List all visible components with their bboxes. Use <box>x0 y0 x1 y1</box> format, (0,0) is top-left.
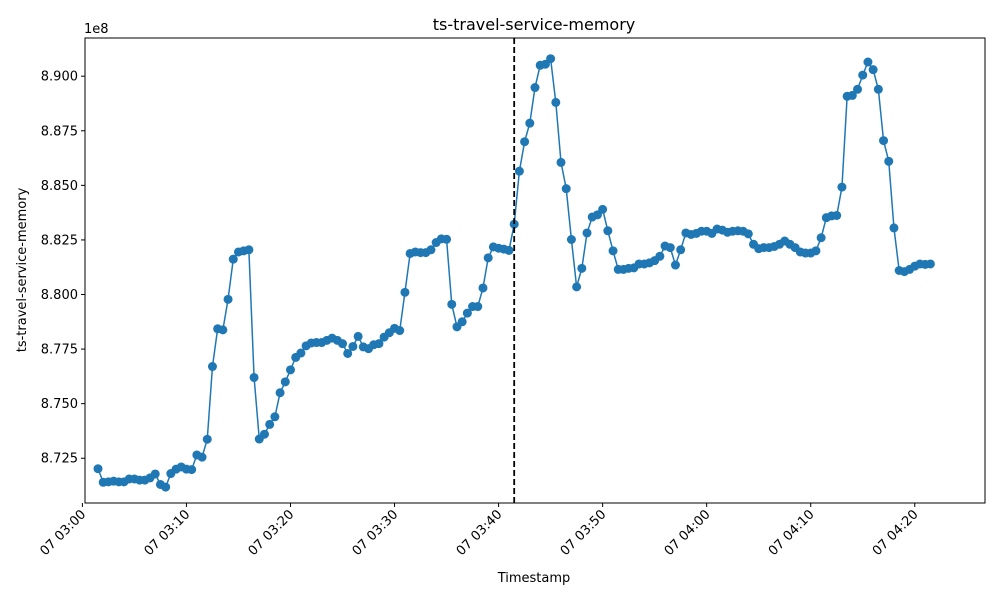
data-point <box>608 246 618 256</box>
data-point <box>879 136 889 146</box>
y-tick-label: 8.750 <box>41 397 78 412</box>
data-point <box>275 388 285 398</box>
data-point <box>853 84 863 94</box>
data-point <box>150 469 160 479</box>
data-point <box>265 419 275 429</box>
data-point <box>670 260 680 270</box>
data-point <box>847 90 857 100</box>
data-point <box>223 294 233 304</box>
data-point <box>873 84 883 94</box>
data-point <box>925 259 935 269</box>
data-point <box>244 245 254 255</box>
data-point <box>546 54 556 64</box>
y-tick-label: 8.900 <box>41 70 78 85</box>
y-tick-label: 8.875 <box>41 124 78 139</box>
y-tick-label: 8.775 <box>41 343 78 358</box>
data-point <box>577 263 587 273</box>
y-offset-label: 1e8 <box>84 22 109 37</box>
data-point <box>832 210 842 220</box>
data-point <box>353 331 363 341</box>
data-point <box>457 317 467 327</box>
data-point <box>676 245 686 255</box>
data-point <box>93 464 103 474</box>
data-point <box>743 229 753 239</box>
y-tick-label: 8.725 <box>41 452 78 467</box>
data-point <box>889 223 899 233</box>
data-point <box>514 166 524 176</box>
data-point <box>509 219 519 229</box>
data-point <box>858 70 868 80</box>
data-point <box>285 365 295 375</box>
x-axis-label: Timestamp <box>497 571 571 586</box>
data-point <box>338 339 348 349</box>
data-point <box>530 83 540 93</box>
data-point <box>598 204 608 214</box>
data-point <box>400 287 410 297</box>
data-point <box>884 156 894 166</box>
y-tick-label: 8.825 <box>41 233 78 248</box>
data-point <box>447 299 457 309</box>
data-point <box>655 251 665 261</box>
data-point <box>343 348 353 358</box>
data-point <box>551 97 561 107</box>
chart-title: ts-travel-service-memory <box>433 15 636 34</box>
data-point <box>582 228 592 238</box>
data-point <box>504 245 514 255</box>
y-axis-label: ts-travel-service-memory <box>15 187 30 352</box>
data-point <box>197 452 207 462</box>
data-point <box>816 233 826 243</box>
data-point <box>187 465 197 475</box>
data-point <box>473 302 483 312</box>
data-point <box>665 243 675 253</box>
data-point <box>603 226 613 236</box>
data-point <box>556 157 566 167</box>
data-point <box>259 429 269 439</box>
data-point <box>207 362 217 372</box>
data-point <box>426 245 436 255</box>
data-point <box>566 235 576 244</box>
data-point <box>462 308 472 318</box>
data-point <box>348 341 358 351</box>
data-point <box>837 182 847 192</box>
y-tick-label: 8.850 <box>41 179 78 194</box>
data-point <box>483 253 493 263</box>
data-point <box>863 57 873 67</box>
data-point <box>296 348 306 358</box>
data-point <box>811 246 821 256</box>
data-point <box>374 339 384 349</box>
data-point <box>202 434 212 444</box>
y-tick-label: 8.800 <box>41 288 78 303</box>
data-point <box>161 482 171 492</box>
data-point <box>395 326 405 336</box>
plot-frame <box>84 37 986 504</box>
data-point <box>525 118 535 128</box>
data-point <box>280 377 290 387</box>
data-point <box>561 184 571 194</box>
data-point <box>270 412 280 422</box>
data-point <box>249 372 259 382</box>
data-point <box>442 234 452 244</box>
data-point <box>478 283 488 293</box>
data-point <box>228 254 238 264</box>
data-point <box>218 325 228 335</box>
data-point <box>572 282 582 292</box>
data-point <box>868 65 878 75</box>
data-point <box>520 137 530 147</box>
